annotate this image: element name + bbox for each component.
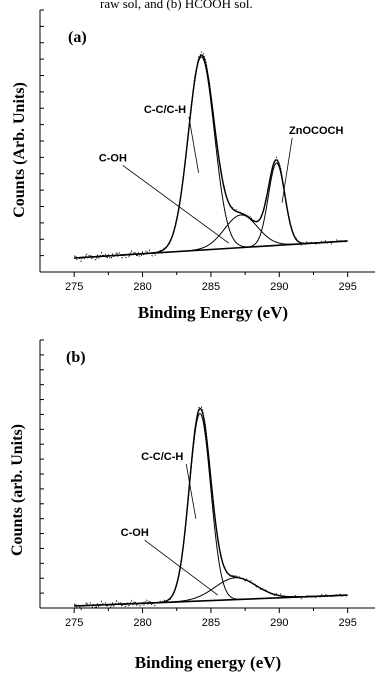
x-tick-label-295-a: 295 bbox=[338, 281, 356, 293]
x-tick-label-285-b: 285 bbox=[202, 617, 220, 629]
x-tick-label-275-b: 275 bbox=[65, 617, 83, 629]
x-tick-label-275-a: 275 bbox=[65, 281, 83, 293]
annotation-line-c-c-c-h-a bbox=[188, 117, 200, 173]
x-tick-label-290-b: 290 bbox=[270, 617, 288, 629]
raw-data-a bbox=[73, 51, 347, 263]
annotation-c-c-c-h-b: C-C/C-H bbox=[141, 451, 183, 463]
annotation-line-c-oh-b bbox=[144, 539, 218, 596]
annotation-c-oh-b: C-OH bbox=[121, 527, 149, 539]
series-c-oh-a bbox=[158, 214, 323, 254]
raw-data-b bbox=[73, 406, 347, 611]
series-c-c-c-h-a bbox=[136, 56, 266, 255]
x-axis-label-b: Binding energy (eV) bbox=[135, 653, 281, 672]
panel-label-a: (a) bbox=[68, 29, 87, 46]
x-axis-label-a: Binding Energy (eV) bbox=[138, 303, 288, 322]
panel-label-b: (b) bbox=[66, 349, 86, 366]
annotation-c-c-c-h-a: C-C/C-H bbox=[144, 104, 186, 116]
annotation-line-c-oh-a bbox=[122, 165, 229, 244]
chart-panel-b: (b) Counts (arb. Units) Binding energy (… bbox=[9, 339, 375, 672]
x-tick-label-285-a: 285 bbox=[202, 281, 220, 293]
annotation-line-c-c-c-h-b bbox=[185, 463, 197, 519]
series-znococh-a bbox=[235, 162, 317, 249]
annotation-c-oh-a: C-OH bbox=[99, 152, 127, 164]
series-c-c-c-h-b bbox=[146, 412, 253, 604]
fit-envelope-a bbox=[74, 54, 348, 259]
y-axis-label-b: Counts (arb. Units) bbox=[9, 424, 26, 556]
x-tick-label-280-b: 280 bbox=[133, 617, 151, 629]
x-tick-label-295-b: 295 bbox=[338, 617, 356, 629]
figure-caption: raw sol, and (b) HCOOH sol. bbox=[100, 0, 253, 11]
chart-panel-a: (a) Counts (Arb. Units) Binding Energy (… bbox=[11, 9, 375, 322]
x-tick-label-280-a: 280 bbox=[133, 281, 151, 293]
annotation-znococh-a: ZnOCOCH bbox=[289, 125, 343, 137]
y-axis-label-a: Counts (Arb. Units) bbox=[11, 82, 28, 218]
fit-envelope-b bbox=[74, 407, 347, 607]
annotation-line-znococh-a bbox=[281, 137, 293, 203]
x-tick-label-290-a: 290 bbox=[270, 281, 288, 293]
